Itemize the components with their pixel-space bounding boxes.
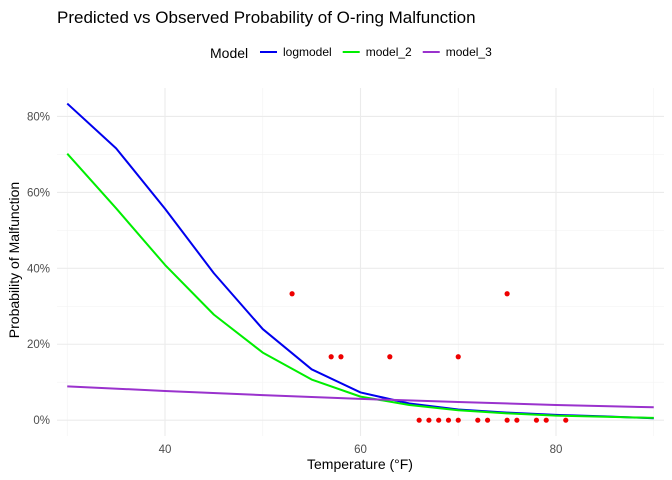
y-axis-title: Probability of Malfunction [6, 182, 22, 338]
y-tick-label: 0% [33, 415, 50, 427]
observed-point [416, 417, 422, 423]
observed-point [504, 291, 510, 297]
y-tick-label: 20% [27, 339, 50, 351]
observed-point [514, 417, 520, 423]
observed-point [426, 417, 432, 423]
y-tick-label: 60% [27, 187, 50, 199]
legend-title: Model [210, 45, 248, 61]
series-line-model-2 [66, 153, 654, 419]
y-tick-label: 80% [27, 111, 50, 123]
plot-grid [57, 88, 664, 436]
axis-ticks: 40 60 80 0% 20% 40% 60% 80% [27, 111, 562, 456]
chart-title: Predicted vs Observed Probability of O-r… [57, 8, 476, 27]
observed-point [504, 417, 510, 423]
x-axis-title: Temperature (°F) [307, 456, 413, 472]
observed-point [338, 354, 344, 360]
y-tick-label: 40% [27, 263, 50, 275]
legend-label-model-2: model_2 [366, 45, 412, 59]
x-tick-label: 40 [159, 444, 172, 456]
legend: Model logmodel model_2 model_3 [210, 45, 492, 61]
observed-point [455, 354, 461, 360]
observed-point [436, 417, 442, 423]
plot-series [66, 102, 654, 420]
plot-points [289, 291, 569, 423]
observed-point [455, 417, 461, 423]
observed-point [289, 291, 295, 297]
legend-label-model-3: model_3 [446, 45, 492, 59]
observed-point [475, 417, 481, 423]
observed-point [387, 354, 393, 360]
observed-point [533, 417, 540, 423]
x-tick-label: 80 [550, 444, 563, 456]
observed-point [328, 354, 334, 360]
legend-label-logmodel: logmodel [283, 45, 332, 59]
series-line-model-3 [67, 385, 654, 409]
observed-point [484, 417, 491, 423]
x-tick-label: 60 [354, 444, 367, 456]
observed-point [543, 417, 549, 423]
observed-point [563, 417, 569, 423]
observed-point [445, 417, 452, 423]
